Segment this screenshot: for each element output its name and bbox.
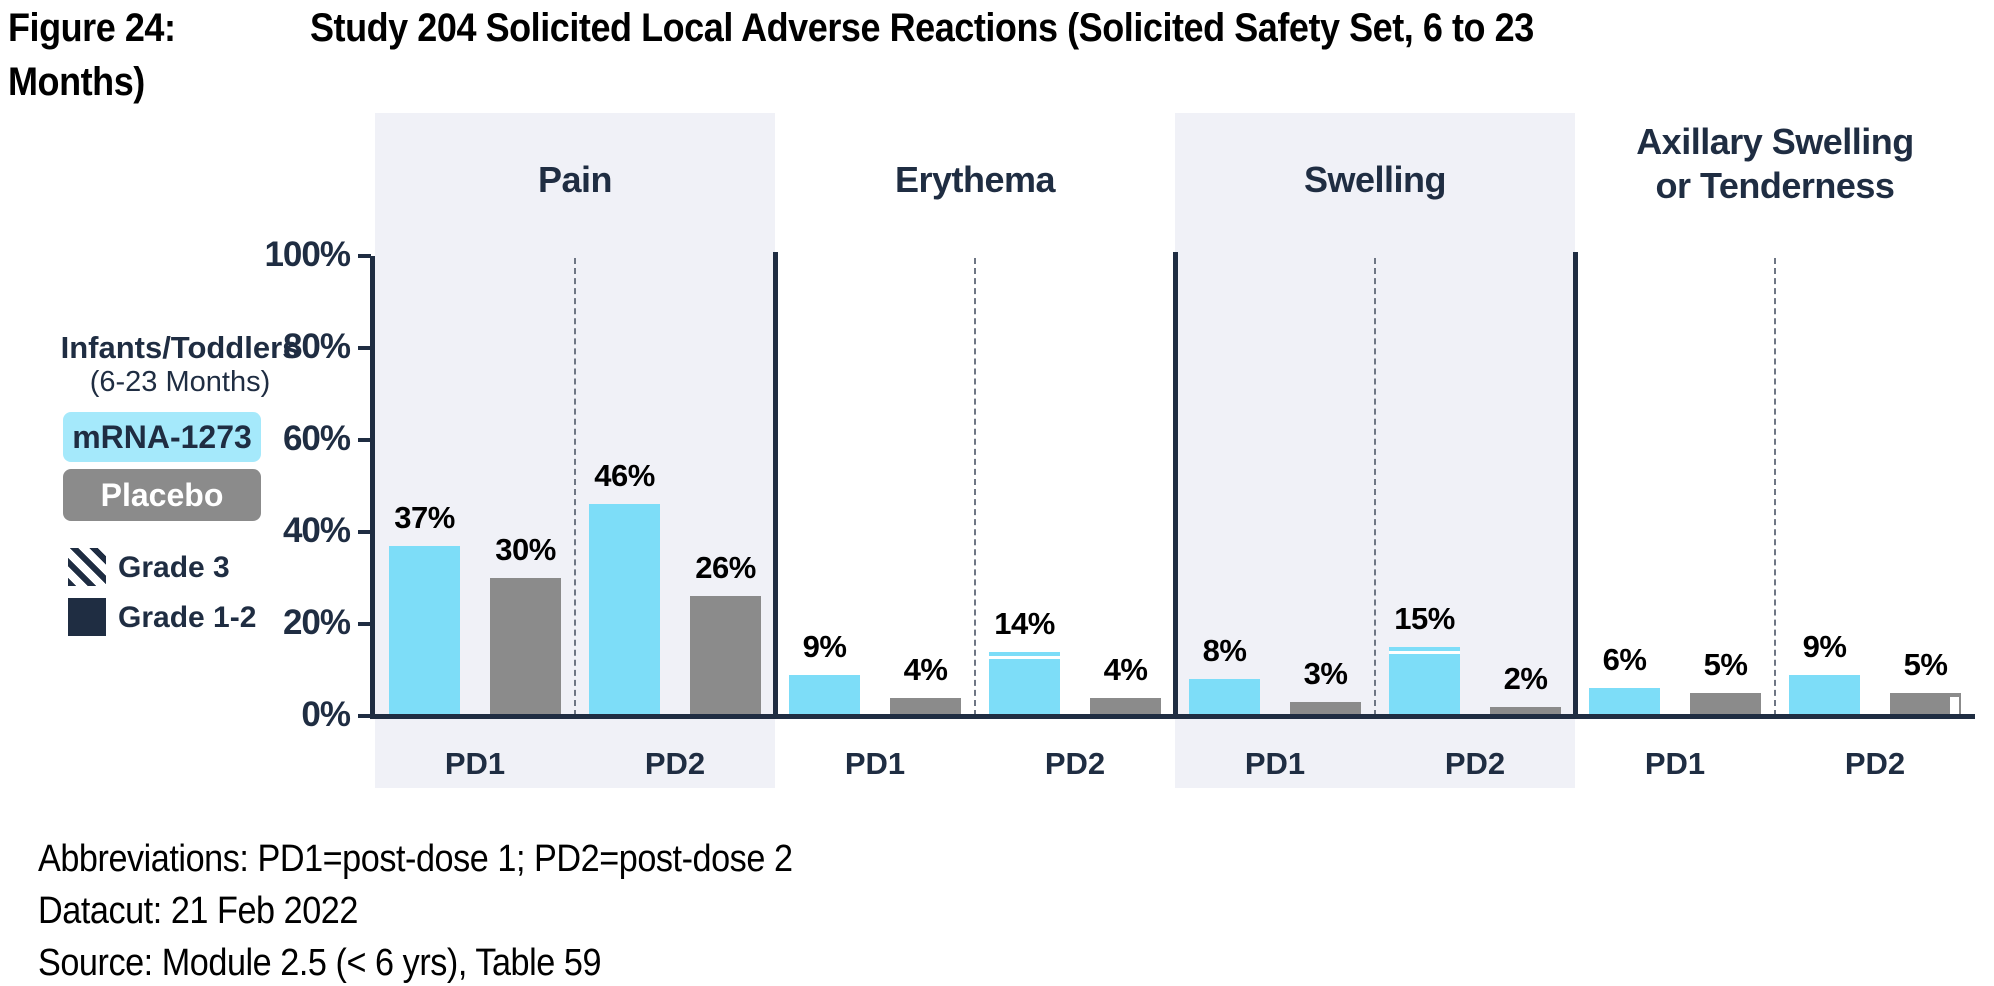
x-label-axillary-swelling-or-tenderness-pd1: PD1 (1644, 746, 1706, 781)
bar-swelling-pd2-mrna-1273 (1389, 647, 1460, 716)
value-label-erythema-pd2-mrna-1273: 14% (994, 606, 1055, 641)
y-tick-label-40: 40% (282, 511, 351, 550)
panel-title-axillary-swelling-or-tenderness: Axillary Swelling or Tenderness (1636, 121, 1914, 206)
bar-swelling-pd1-mrna-1273 (1189, 679, 1260, 716)
y-tick-80 (358, 346, 371, 350)
panel-title-pain: Pain (537, 159, 613, 200)
y-tick-100 (358, 254, 371, 258)
bar-swelling-pd2-placebo (1490, 707, 1561, 716)
footnote-abbreviations: Abbreviations: PD1=post-dose 1; PD2=post… (38, 838, 793, 880)
legend-population-title: Infants/Toddlers (60, 330, 300, 365)
bar-axillary-swelling-or-tenderness-pd1-mrna-1273 (1589, 688, 1660, 716)
bar-swelling-pd1-placebo (1290, 702, 1361, 716)
grade3-cap (989, 656, 1060, 659)
dashed-divider-erythema (974, 258, 976, 716)
bar-pain-pd2-mrna-1273 (589, 504, 660, 716)
legend-swatch-mrna-1273: mRNA-1273 (63, 412, 261, 462)
footnote-datacut: Datacut: 21 Feb 2022 (38, 890, 358, 932)
x-label-swelling-pd2: PD2 (1444, 746, 1506, 781)
bar-axillary-swelling-or-tenderness-pd1-placebo (1690, 693, 1761, 716)
bar-pain-pd1-placebo (490, 578, 561, 716)
panel-title-erythema: Erythema (894, 159, 1056, 200)
value-label-swelling-pd1-placebo: 3% (1303, 656, 1348, 691)
grade-3-hatch-icon (68, 548, 106, 586)
x-label-erythema-pd1: PD1 (844, 746, 906, 781)
value-label-pain-pd2-mrna-1273: 46% (594, 458, 655, 493)
bar-erythema-pd2-mrna-1273 (989, 652, 1060, 716)
value-label-swelling-pd1-mrna-1273: 8% (1202, 633, 1247, 668)
y-tick-0 (358, 714, 371, 718)
grade3-cap (1389, 651, 1460, 654)
figure-number: Figure 24: (8, 6, 176, 50)
x-label-pain-pd1: PD1 (444, 746, 506, 781)
bar-axillary-swelling-or-tenderness-pd2-mrna-1273 (1789, 675, 1860, 716)
panel-separator-1 (773, 252, 778, 716)
bar-axillary-swelling-or-tenderness-pd2-placebo (1890, 693, 1961, 716)
dashed-divider-swelling (1374, 258, 1376, 716)
legend-population-subtitle: (6-23 Months) (89, 366, 271, 398)
value-label-axillary-swelling-or-tenderness-pd1-mrna-1273: 6% (1602, 642, 1647, 677)
y-tick-label-100: 100% (264, 235, 351, 274)
legend: Infants/Toddlers (6-23 Months) mRNA-1273… (20, 330, 360, 660)
value-label-pain-pd2-placebo: 26% (695, 550, 756, 585)
x-label-pain-pd2: PD2 (644, 746, 706, 781)
bar-erythema-pd1-mrna-1273 (789, 675, 860, 716)
dashed-divider-pain (574, 258, 576, 716)
y-tick-label-20: 20% (282, 603, 351, 642)
value-label-axillary-swelling-or-tenderness-pd2-mrna-1273: 9% (1802, 629, 1847, 664)
value-label-pain-pd1-mrna-1273: 37% (394, 500, 455, 535)
dashed-divider-axillary-swelling-or-tenderness (1774, 258, 1776, 716)
footnote-source: Source: Module 2.5 (< 6 yrs), Table 59 (38, 942, 602, 984)
value-label-swelling-pd2-placebo: 2% (1503, 661, 1548, 696)
figure-title-line2: Months) (8, 60, 145, 104)
bar-pain-pd2-placebo (690, 596, 761, 716)
value-label-erythema-pd2-placebo: 4% (1103, 652, 1148, 687)
figure-title-line1: Study 204 Solicited Local Adverse Reacti… (310, 6, 1534, 50)
value-label-swelling-pd2-mrna-1273: 15% (1394, 601, 1455, 636)
value-label-pain-pd1-placebo: 30% (495, 532, 556, 567)
value-label-axillary-swelling-or-tenderness-pd2-placebo: 5% (1903, 647, 1948, 682)
legend-swatch-placebo: Placebo (63, 469, 261, 521)
y-tick-60 (358, 438, 371, 442)
panel-title-swelling: Swelling (1303, 159, 1447, 200)
x-label-swelling-pd1: PD1 (1244, 746, 1306, 781)
y-tick-40 (358, 530, 371, 534)
x-label-erythema-pd2: PD2 (1044, 746, 1106, 781)
y-tick-label-60: 60% (282, 419, 351, 458)
y-tick-label-80: 80% (282, 327, 351, 366)
bar-pain-pd1-mrna-1273 (389, 546, 460, 716)
figure-title: Figure 24: Study 204 Solicited Local Adv… (0, 0, 1994, 112)
panel-separator-2 (1173, 252, 1178, 716)
value-label-erythema-pd1-mrna-1273: 9% (802, 629, 847, 664)
x-label-axillary-swelling-or-tenderness-pd2: PD2 (1844, 746, 1906, 781)
value-label-axillary-swelling-or-tenderness-pd1-placebo: 5% (1703, 647, 1748, 682)
y-tick-20 (358, 622, 371, 626)
value-label-erythema-pd1-placebo: 4% (903, 652, 948, 687)
legend-grade-1-2-label: Grade 1-2 (118, 601, 257, 634)
x-axis-baseline (370, 714, 1975, 719)
grade-1-2-solid-icon (68, 598, 106, 636)
legend-grade-3-label: Grade 3 (118, 551, 230, 584)
grade3-notch (1950, 697, 1959, 716)
bar-erythema-pd1-placebo (890, 698, 961, 716)
panel-separator-3 (1573, 252, 1578, 716)
bar-erythema-pd2-placebo (1090, 698, 1161, 716)
y-axis-line (370, 256, 375, 716)
y-tick-label-0: 0% (301, 695, 351, 734)
